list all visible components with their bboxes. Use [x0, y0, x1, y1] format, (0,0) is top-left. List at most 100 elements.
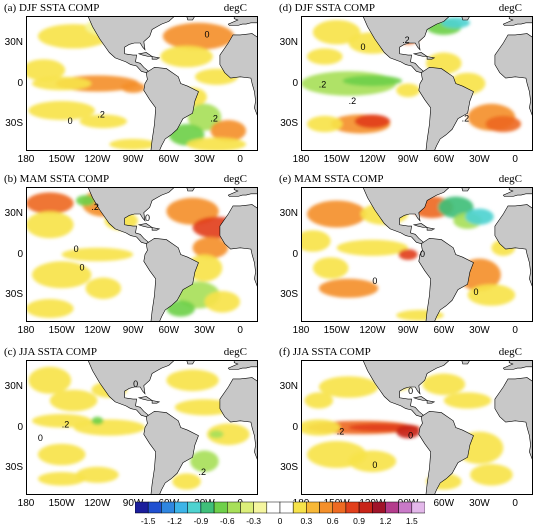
land-mass: [494, 187, 533, 322]
anomaly-patch: [61, 247, 134, 262]
anomaly-patch: [28, 101, 95, 120]
lon-label: 90W: [122, 325, 144, 336]
land-mass: [143, 410, 199, 495]
sst-anomaly-map: 0 .2 0 .2: [26, 16, 258, 151]
anomaly-patch: [49, 389, 98, 412]
anomaly-patch: [26, 299, 74, 318]
anomaly-patch: [190, 450, 219, 473]
anomaly-patch: [209, 430, 224, 439]
lon-label: 0: [512, 325, 518, 336]
colorbar-swatch: [411, 501, 425, 514]
land-mass: [143, 66, 199, 151]
anomaly-patch: [172, 473, 201, 490]
anomaly-patch: [437, 196, 474, 219]
anomaly-patch: [32, 261, 92, 289]
land-mass: [502, 360, 533, 370]
land-mass: [418, 410, 474, 495]
lon-label: 30W: [469, 325, 490, 336]
land-mass: [151, 400, 161, 404]
map-panel-e: (e) MAM SSTA COMP degC 0 0 0 30N 0 30S 180 150W 12…: [275, 173, 540, 343]
contour-label: 0: [372, 276, 377, 286]
colorbar-tick-label: -0.6: [219, 516, 235, 526]
land-mass: [219, 187, 258, 322]
anomaly-patch: [318, 278, 379, 298]
lon-label: 30W: [469, 154, 490, 165]
panel-title: (f) JJA SSTA COMP: [279, 346, 371, 358]
anomaly-patch: [342, 75, 403, 87]
lon-label: 180: [292, 325, 310, 336]
lon-label: 180: [17, 325, 35, 336]
contour-label: 0: [145, 213, 150, 223]
lon-label: 150W: [323, 325, 350, 336]
land-mass: [315, 360, 451, 418]
colorbar-tick-label: 1.2: [379, 516, 392, 526]
lat-label: 30S: [280, 462, 298, 473]
land-mass: [137, 52, 154, 57]
land-mass: [461, 360, 471, 365]
contour-label: .2: [462, 113, 470, 123]
land-mass: [40, 16, 176, 74]
anomaly-patch: [304, 392, 334, 409]
anomaly-patch: [354, 114, 391, 129]
colorbar-swatch: [213, 501, 228, 514]
land-mass: [315, 16, 451, 74]
anomaly-patch: [76, 466, 119, 483]
contour-label: .2: [62, 420, 70, 430]
lon-label: 0: [237, 154, 243, 165]
anomaly-patch: [73, 419, 145, 436]
land-mass: [426, 400, 436, 404]
contour-label: .2: [97, 109, 105, 119]
anomaly-patch: [192, 237, 229, 259]
sst-anomaly-map: .2 0 0 0: [26, 187, 258, 322]
contour-label: 0: [408, 430, 413, 440]
lat-label: 0: [292, 248, 298, 260]
land-mass: [502, 16, 533, 26]
contour-label: .2: [337, 426, 345, 436]
panel-unit: degC: [498, 346, 522, 358]
anomaly-patch: [398, 249, 418, 260]
contour-label: 0: [361, 42, 366, 52]
land-mass: [40, 187, 176, 245]
anomaly-patch: [301, 230, 331, 252]
colorbar-swatch: [358, 501, 373, 514]
anomaly-patch: [210, 120, 247, 142]
colorbar-swatch: [187, 501, 202, 514]
land-mass: [412, 223, 429, 228]
contour-label: .2: [91, 202, 99, 212]
lat-label: 0: [292, 77, 298, 89]
land-mass: [143, 237, 199, 322]
lon-label: 120W: [84, 325, 111, 336]
anomaly-patch: [307, 115, 343, 133]
map-panel-a: (a) DJF SSTA COMP degC 0 .2 0 .2 30N 0 30S 180 150…: [0, 2, 265, 172]
land-mass: [40, 360, 176, 418]
land-mass: [426, 227, 436, 231]
anomaly-patch: [467, 284, 516, 306]
land-mass: [186, 187, 196, 192]
anomaly-patch: [76, 195, 95, 206]
anomaly-patch: [336, 239, 409, 256]
lon-label: 180: [17, 498, 35, 509]
contour-label: 0: [68, 116, 73, 126]
colorbar-swatch: [147, 501, 162, 514]
sst-anomaly-map: 0 0.2 0: [301, 360, 533, 495]
lat-label: 30N: [279, 208, 298, 219]
colorbar-tick-label: -0.3: [246, 516, 261, 526]
lat-label: 30S: [5, 462, 23, 473]
lon-label: 180: [17, 154, 35, 165]
anomaly-patch: [396, 83, 420, 98]
land-mass: [494, 16, 533, 151]
anomaly-patch: [307, 48, 343, 65]
contour-label: .2: [349, 96, 357, 106]
anomaly-patch: [166, 300, 195, 317]
contour-label: 0: [74, 244, 79, 254]
contour-label: .2: [402, 35, 410, 45]
panel-unit: degC: [223, 173, 247, 185]
lat-label: 0: [17, 421, 23, 433]
anomaly-patch: [166, 369, 219, 392]
lon-label: 90W: [397, 154, 419, 165]
lat-label: 30N: [279, 37, 298, 48]
anomaly-patch: [26, 59, 66, 81]
anomaly-patch: [85, 277, 122, 300]
panel-unit: degC: [223, 2, 247, 14]
lat-label: 0: [17, 248, 23, 260]
